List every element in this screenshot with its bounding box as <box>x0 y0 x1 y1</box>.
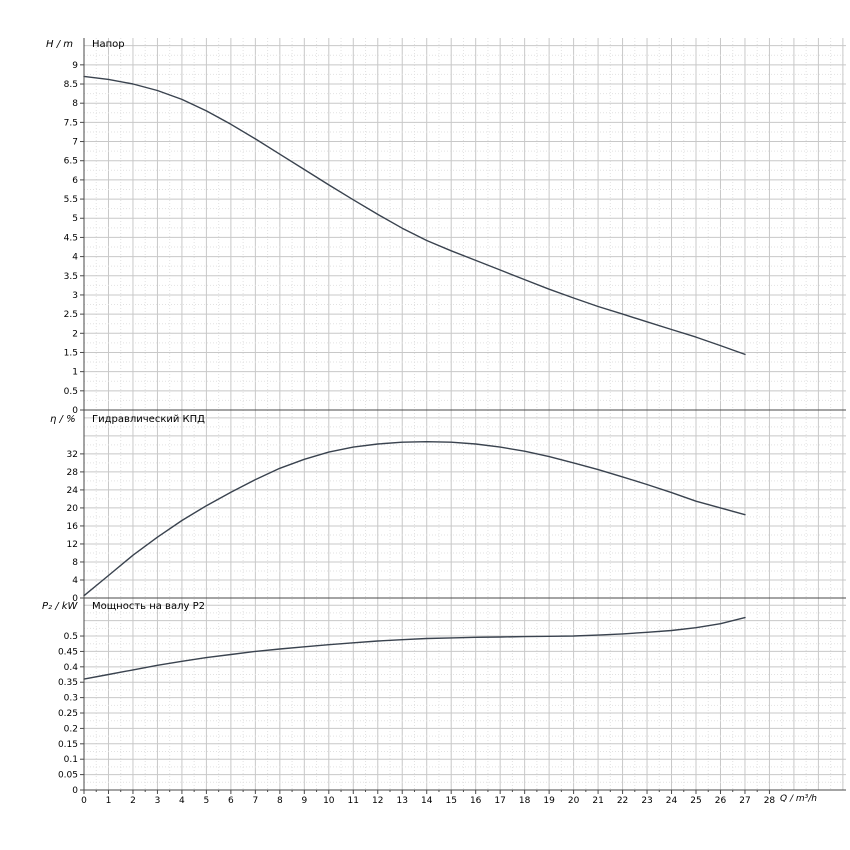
svg-text:4: 4 <box>179 796 185 806</box>
svg-text:12: 12 <box>67 540 78 550</box>
svg-text:6.5: 6.5 <box>64 157 78 167</box>
flow-axis-label: Q / m³/h <box>780 794 817 804</box>
panel-2-power: 0 0.05 0.1 0.15 0.2 0.25 0.3 0.35 0.4 0.45 0.5 <box>58 604 846 796</box>
svg-text:1: 1 <box>106 796 112 806</box>
svg-text:17: 17 <box>494 796 505 806</box>
svg-text:0: 0 <box>81 796 87 806</box>
panel-1-efficiency: 0 4 8 12 16 20 24 28 32 <box>67 417 846 604</box>
head-panel-title: Напор <box>92 39 125 50</box>
svg-text:23: 23 <box>641 796 652 806</box>
svg-text:0.2: 0.2 <box>64 724 78 734</box>
svg-text:10: 10 <box>323 796 335 806</box>
svg-text:12: 12 <box>372 796 383 806</box>
efficiency-axis-label: η / % <box>50 414 76 425</box>
svg-text:28: 28 <box>67 468 79 478</box>
svg-text:0.4: 0.4 <box>64 663 79 673</box>
svg-text:3: 3 <box>155 796 161 806</box>
svg-text:22: 22 <box>617 796 628 806</box>
svg-text:2: 2 <box>130 796 136 806</box>
svg-text:28: 28 <box>764 796 776 806</box>
svg-text:20: 20 <box>67 504 79 514</box>
panel-0-head: 0 0.5 1 1.5 2 2.5 3 3.5 4 4.5 5 5.5 6 6.5 7 7.5 8 8.5 9 <box>64 45 846 416</box>
x-axis: 0 1 2 3 4 5 6 7 8 9 10 11 12 13 14 15 16 17 18 19 20 21 22 23 24… <box>81 790 775 806</box>
svg-text:5: 5 <box>72 214 78 224</box>
svg-text:0.45: 0.45 <box>58 647 78 657</box>
svg-text:0.3: 0.3 <box>64 694 78 704</box>
svg-text:32: 32 <box>67 450 78 460</box>
svg-text:0: 0 <box>72 594 78 604</box>
svg-text:15: 15 <box>445 796 456 806</box>
svg-text:8: 8 <box>72 99 78 109</box>
svg-text:19: 19 <box>543 796 555 806</box>
svg-text:3: 3 <box>72 291 78 301</box>
svg-text:1.5: 1.5 <box>64 348 78 358</box>
svg-text:4.5: 4.5 <box>64 233 78 243</box>
svg-text:24: 24 <box>67 486 79 496</box>
head-axis-label: H / m <box>46 39 73 50</box>
svg-text:21: 21 <box>592 796 603 806</box>
power-panel-title: Мощность на валу P2 <box>92 601 205 612</box>
svg-text:0: 0 <box>72 786 78 796</box>
svg-text:25: 25 <box>690 796 701 806</box>
svg-text:2.5: 2.5 <box>64 310 78 320</box>
svg-text:0.05: 0.05 <box>58 771 78 781</box>
svg-text:6: 6 <box>228 796 234 806</box>
svg-text:0.15: 0.15 <box>58 740 78 750</box>
svg-text:1: 1 <box>72 368 78 378</box>
svg-text:0: 0 <box>72 406 78 416</box>
svg-text:8: 8 <box>277 796 283 806</box>
svg-text:0.1: 0.1 <box>64 755 78 765</box>
vertical-gridlines <box>95 38 844 790</box>
svg-text:8.5: 8.5 <box>64 80 78 90</box>
svg-text:18: 18 <box>519 796 531 806</box>
curve-efficiency <box>83 441 746 597</box>
curve-power <box>83 616 746 680</box>
svg-text:0.5: 0.5 <box>64 632 78 642</box>
efficiency-panel-title: Гидравлический КПД <box>92 414 205 425</box>
svg-text:7.5: 7.5 <box>64 118 78 128</box>
svg-text:13: 13 <box>397 796 408 806</box>
svg-text:7: 7 <box>72 138 78 148</box>
svg-text:4: 4 <box>72 576 78 586</box>
svg-text:24: 24 <box>666 796 678 806</box>
svg-text:11: 11 <box>348 796 359 806</box>
svg-text:9: 9 <box>72 61 78 71</box>
svg-text:0.25: 0.25 <box>58 709 78 719</box>
svg-text:20: 20 <box>568 796 580 806</box>
svg-text:9: 9 <box>301 796 307 806</box>
svg-text:4: 4 <box>72 253 78 263</box>
svg-text:7: 7 <box>252 796 258 806</box>
svg-text:16: 16 <box>67 522 79 532</box>
svg-text:27: 27 <box>739 796 750 806</box>
svg-text:2: 2 <box>72 329 78 339</box>
svg-text:14: 14 <box>421 796 433 806</box>
svg-text:5: 5 <box>204 796 210 806</box>
svg-text:3.5: 3.5 <box>64 272 78 282</box>
svg-text:26: 26 <box>715 796 727 806</box>
power-axis-label: P₂ / kW <box>42 601 78 612</box>
svg-text:6: 6 <box>72 176 78 186</box>
curve-head <box>83 75 746 356</box>
svg-text:16: 16 <box>470 796 482 806</box>
svg-text:0.35: 0.35 <box>58 678 78 688</box>
svg-text:0.5: 0.5 <box>64 387 78 397</box>
svg-text:5.5: 5.5 <box>64 195 78 205</box>
svg-text:8: 8 <box>72 558 78 568</box>
